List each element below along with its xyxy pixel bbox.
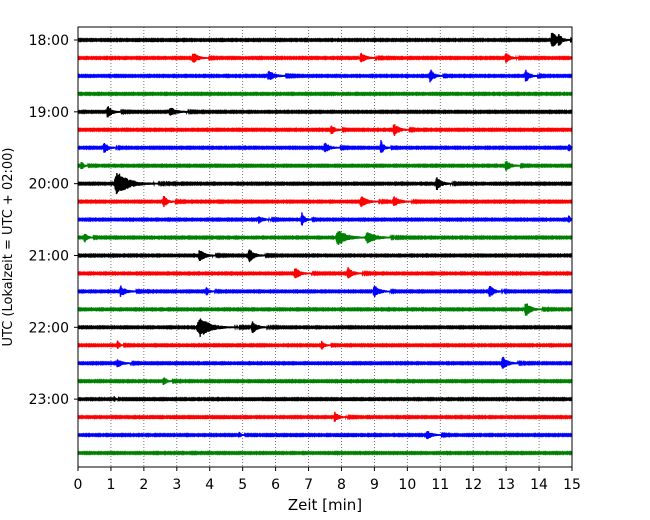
- trace-line: [77, 124, 573, 136]
- trace-line: [77, 430, 573, 440]
- trace-line: [77, 396, 573, 403]
- x-tick-label: 7: [304, 477, 313, 493]
- x-tick-label: 3: [172, 477, 181, 493]
- x-tick-label: 4: [205, 477, 214, 493]
- x-tick-label: 15: [563, 477, 581, 493]
- trace-line: [77, 140, 573, 153]
- trace-line: [77, 303, 573, 316]
- trace-line: [77, 285, 573, 298]
- trace-line: [77, 69, 573, 83]
- x-tick-label: 13: [497, 477, 515, 493]
- x-tick-label: 8: [337, 477, 346, 493]
- x-tick-label: 11: [431, 477, 449, 493]
- trace-line: [77, 267, 573, 279]
- x-tick-label: 6: [271, 477, 280, 493]
- axis-ticks: 0 1 2 3 4 5 6 7 8 9 10 11 12 13 14 1518:0019:0020:0021:…: [29, 33, 581, 493]
- trace-line: [77, 196, 573, 208]
- y-tick-label: 20:00: [29, 177, 69, 193]
- y-tick-label: 22:00: [29, 320, 69, 336]
- x-tick-label: 0: [74, 477, 83, 493]
- trace-line: [77, 90, 573, 97]
- x-tick-label: 1: [106, 477, 115, 493]
- y-axis-label: UTC (Lokalzeit = UTC + 02:00): [1, 148, 16, 347]
- trace-line: [77, 230, 573, 246]
- trace-line: [77, 377, 573, 386]
- trace-line: [77, 32, 573, 47]
- trace-line: [77, 212, 573, 226]
- x-tick-label: 5: [238, 477, 247, 493]
- trace-line: [77, 52, 573, 63]
- trace-line: [77, 411, 573, 422]
- y-tick-label: 23:00: [29, 392, 69, 408]
- plot-frame: [77, 26, 573, 468]
- trace-line: [77, 318, 573, 337]
- trace-line: [77, 249, 573, 263]
- x-tick-label: 10: [398, 477, 416, 493]
- trace-line: [77, 106, 573, 118]
- x-tick-label: 14: [530, 477, 548, 493]
- y-tick-label: 21:00: [29, 248, 69, 264]
- trace-line: [77, 340, 573, 350]
- trace-line: [77, 450, 573, 456]
- x-tick-label: 9: [370, 477, 379, 493]
- y-tick-label: 18:00: [29, 33, 69, 49]
- trace-line: [77, 356, 573, 369]
- x-tick-label: 12: [464, 477, 482, 493]
- trace-line: [77, 160, 573, 171]
- x-grid-lines: [110, 27, 540, 467]
- x-tick-label: 2: [139, 477, 148, 493]
- trace-lines: [77, 32, 573, 456]
- x-axis-label: Zeit [min]: [288, 496, 362, 514]
- y-tick-label: 19:00: [29, 105, 69, 121]
- trace-line: [77, 172, 573, 195]
